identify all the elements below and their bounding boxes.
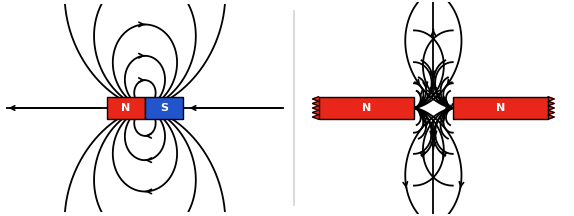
Bar — [319, 97, 414, 119]
Text: N: N — [362, 103, 371, 113]
Bar — [453, 97, 548, 119]
Polygon shape — [548, 97, 554, 119]
Bar — [145, 97, 183, 119]
Polygon shape — [312, 97, 319, 119]
Text: N: N — [496, 103, 505, 113]
Bar — [107, 97, 145, 119]
Text: S: S — [160, 103, 168, 113]
Text: N: N — [121, 103, 130, 113]
